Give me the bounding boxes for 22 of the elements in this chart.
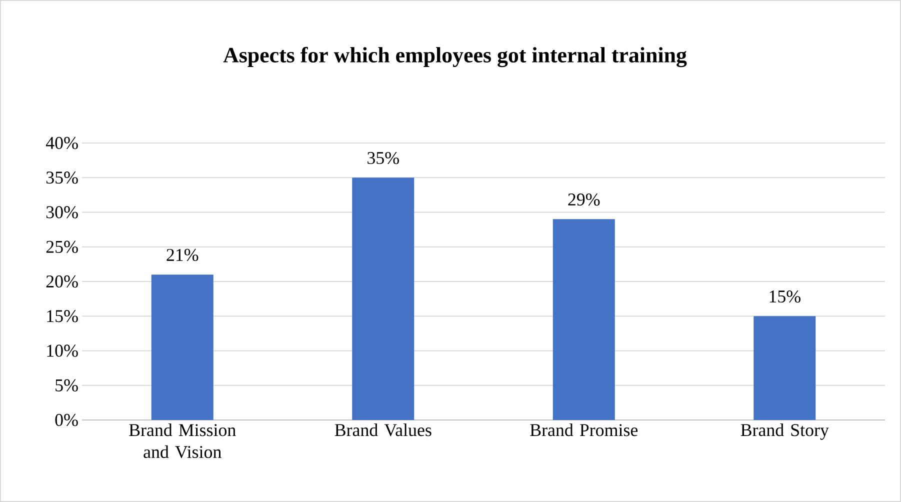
data-label: 35% <box>368 152 399 164</box>
data-label: 29% <box>568 194 600 206</box>
data-label: 21% <box>166 248 198 262</box>
x-tick-label: Brand Story <box>740 424 829 440</box>
y-tick-label: 15% <box>47 310 78 322</box>
bar <box>151 274 214 420</box>
y-tick-label: 30% <box>46 206 78 218</box>
x-tick-label: Brand Mission and Vision <box>129 424 236 458</box>
y-tick-label: 20% <box>46 275 78 288</box>
y-tick-label: 40% <box>46 136 78 150</box>
y-tick-label: 25% <box>46 240 78 253</box>
bar <box>352 178 414 420</box>
bar <box>552 219 615 420</box>
x-tick-label: Brand Values <box>334 424 432 436</box>
chart-title: Aspects for which employees got internal training <box>223 46 687 68</box>
data-label: 15% <box>770 290 800 303</box>
bar <box>754 316 816 420</box>
y-tick-label: 35% <box>46 172 78 184</box>
y-tick-label: 5% <box>56 379 78 392</box>
x-tick-label: Brand Promise <box>530 424 638 436</box>
y-tick-label: 10% <box>47 344 78 357</box>
y-tick-label: 0% <box>55 414 78 426</box>
